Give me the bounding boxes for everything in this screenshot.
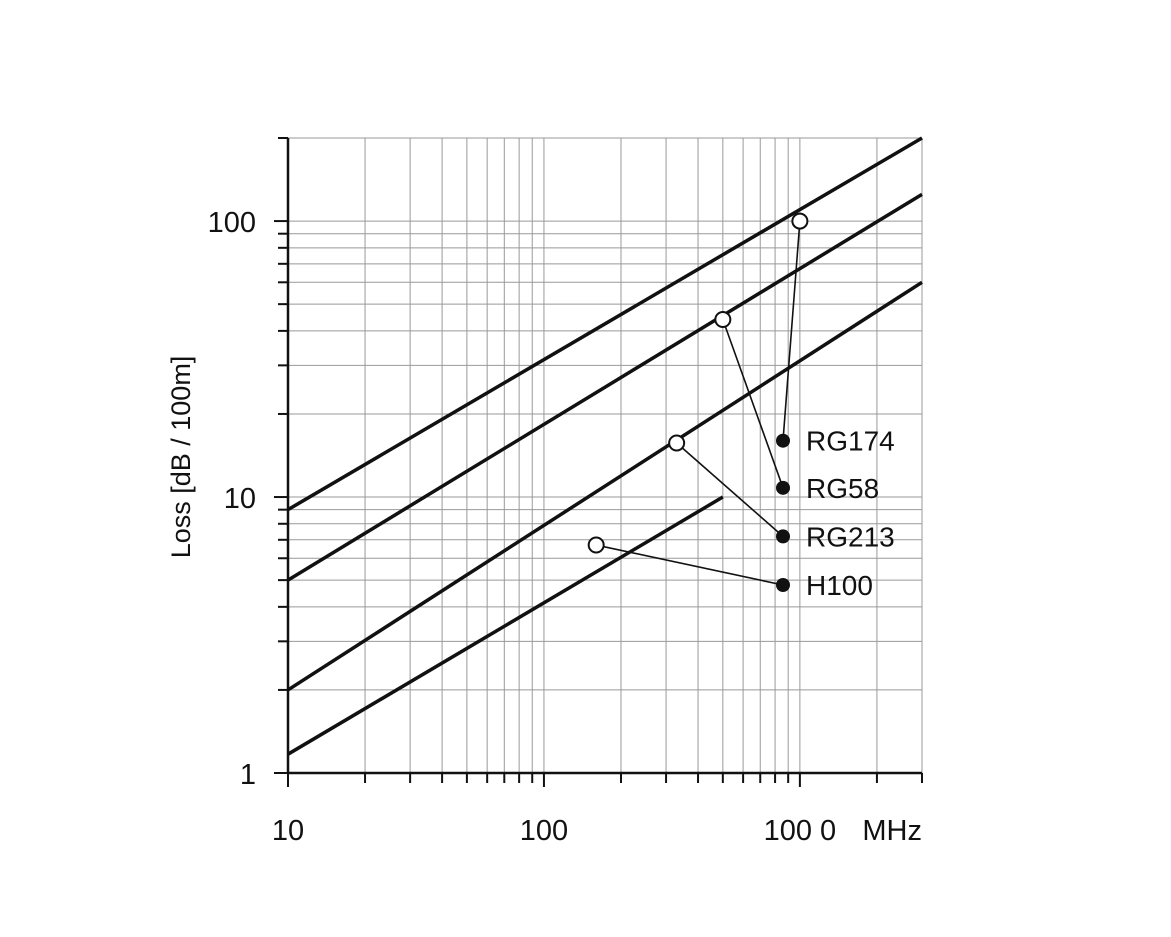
series-lines: [287, 136, 923, 756]
series-line-h100: [287, 495, 724, 756]
leader-line-rg58: [722, 319, 784, 489]
labels: Loss [dB / 100m] MHz 10 100 100 0 1 10 100 RG1…: [166, 207, 922, 847]
leader-line-h100: [596, 544, 784, 586]
x-axis-unit: MHz: [862, 815, 922, 847]
leader-line-rg213: [676, 442, 784, 538]
y-tick-label: 100: [208, 207, 256, 239]
marker-rg213: [668, 434, 686, 452]
marker-rg174: [791, 212, 809, 230]
series-line-rg174: [287, 136, 923, 512]
y-axis-title: Loss [dB / 100m]: [166, 356, 196, 559]
x-tick-label: 100: [520, 815, 568, 847]
legend-dot-rg58: [776, 480, 790, 495]
legend-dot-h100: [776, 578, 790, 593]
marker-h100: [587, 536, 605, 554]
legend-dot-rg174: [776, 433, 790, 448]
y-tick-label: 10: [224, 483, 256, 515]
series-line-rg58: [287, 192, 923, 582]
legend-label-rg58: RG58: [806, 473, 879, 504]
leader-line-rg174: [782, 221, 801, 441]
series-line-rg213: [287, 280, 923, 692]
y-tick-label: 1: [240, 759, 256, 791]
marker-rg58: [714, 310, 732, 328]
legend-label-h100: H100: [806, 570, 873, 601]
x-tick-label: 100 0: [764, 815, 837, 847]
axes: [274, 137, 923, 787]
legend-label-rg174: RG174: [806, 426, 895, 457]
legend-callouts: [587, 212, 809, 593]
grid: [287, 137, 923, 774]
legend-dot-rg213: [776, 529, 790, 544]
legend-label-rg213: RG213: [806, 521, 895, 552]
x-tick-label: 10: [272, 815, 304, 847]
